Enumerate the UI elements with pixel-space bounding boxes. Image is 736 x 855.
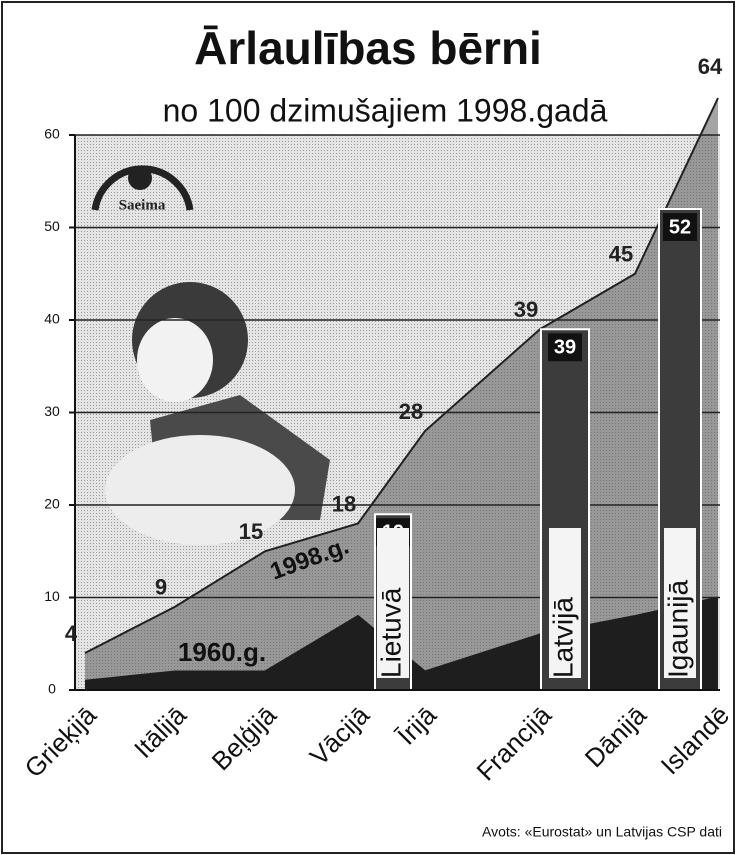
y-tick-label: 0 xyxy=(48,681,56,697)
y-tick-label: 20 xyxy=(44,496,60,512)
data-label: 45 xyxy=(609,242,633,267)
y-tick-label: 40 xyxy=(44,311,60,327)
bar-category: Latvijā xyxy=(547,597,578,678)
chart: Ārlaulības bērni no 100 dzimušajiem 1998… xyxy=(0,0,736,855)
y-tick-label: 10 xyxy=(44,588,60,604)
data-label: 64 xyxy=(698,54,723,79)
y-tick-label: 60 xyxy=(44,126,60,142)
y-tick-label: 30 xyxy=(44,403,60,419)
data-label: 28 xyxy=(399,399,423,424)
data-label: 39 xyxy=(514,297,538,322)
bar-category: Lietuvā xyxy=(375,587,406,678)
data-label: 15 xyxy=(239,519,263,544)
chart-subtitle: no 100 dzimušajiem 1998.gadā xyxy=(163,92,608,128)
data-label: 4 xyxy=(65,621,78,646)
data-label: 9 xyxy=(155,575,167,600)
logo-text: Saeima xyxy=(119,197,166,213)
bar-category: Igaunijā xyxy=(662,579,693,678)
source: Avots: «Eurostat» un Latvijas CSP dati xyxy=(482,824,722,840)
data-label: 18 xyxy=(332,491,356,516)
bar-label: 52 xyxy=(669,216,691,238)
series-label: 1960.g. xyxy=(178,637,266,667)
bar-label: 39 xyxy=(554,337,576,359)
y-tick-label: 50 xyxy=(44,218,60,234)
chart-title: Ārlaulības bērni xyxy=(194,22,542,74)
